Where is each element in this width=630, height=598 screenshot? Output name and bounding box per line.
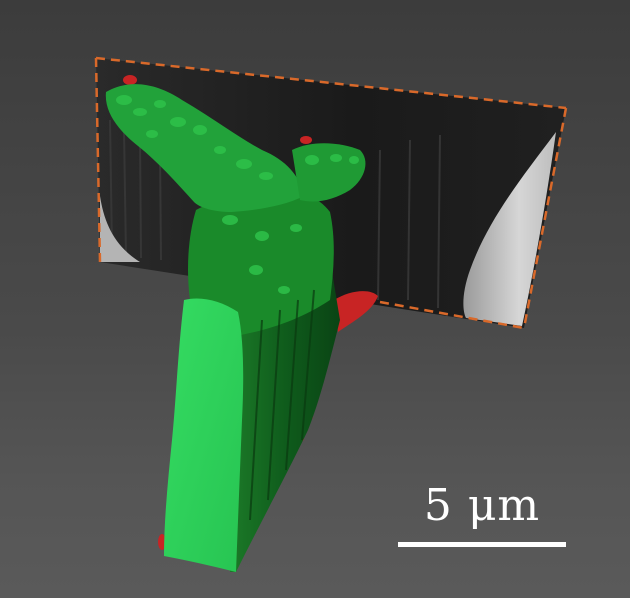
section-frame — [94, 56, 568, 330]
green-cell-process — [105, 84, 366, 572]
scale-bar — [398, 542, 566, 547]
scale-bar-label: 5 μm — [423, 480, 541, 531]
